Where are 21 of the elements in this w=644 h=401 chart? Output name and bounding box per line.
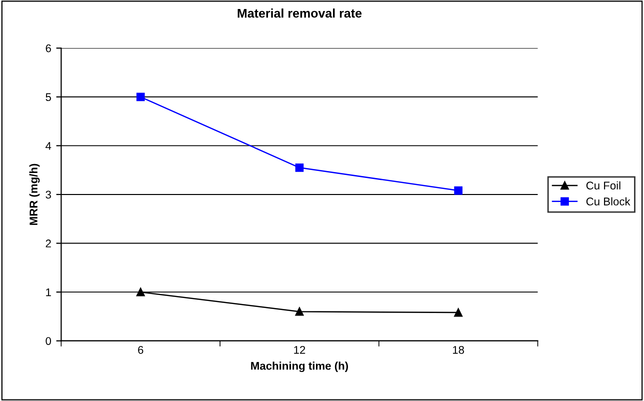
x-tick-label: 12: [294, 346, 306, 354]
legend-label: Cu Foil: [586, 181, 620, 190]
point: [295, 307, 304, 316]
y-tick-label: 5: [46, 93, 51, 102]
x-tick-label: 18: [452, 346, 464, 354]
y-tick-label: 4: [46, 142, 52, 150]
y-tick-label: 3: [46, 190, 51, 199]
point: [454, 308, 462, 317]
point: [136, 92, 145, 102]
y-tick-label: 2: [46, 240, 51, 248]
x-tick-label: 6: [138, 346, 144, 354]
chart-title: Material removal rate: [238, 8, 362, 18]
x-axis-title: Machining time (h): [251, 362, 348, 372]
y-tick-label: 0: [46, 337, 52, 345]
y-axis-title: MRR (mg/h): [29, 164, 40, 225]
y-tick-label: 1: [46, 288, 51, 296]
point: [136, 288, 145, 296]
point: [454, 186, 462, 195]
legend-label: Cu Block: [586, 197, 630, 206]
point: [295, 163, 304, 172]
y-tick-label: 6: [46, 44, 51, 52]
